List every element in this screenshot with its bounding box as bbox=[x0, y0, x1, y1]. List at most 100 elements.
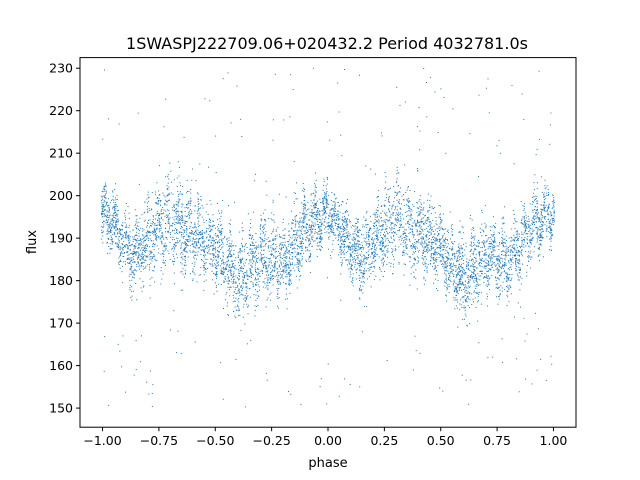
data-point bbox=[535, 198, 537, 200]
data-point bbox=[481, 260, 483, 262]
data-point bbox=[379, 248, 381, 250]
data-point bbox=[448, 258, 450, 260]
data-point bbox=[362, 261, 364, 263]
data-point bbox=[333, 220, 335, 222]
data-point bbox=[255, 264, 257, 266]
data-point bbox=[197, 240, 199, 242]
data-point bbox=[322, 214, 324, 216]
data-point bbox=[356, 235, 358, 237]
data-point bbox=[448, 277, 450, 279]
data-point bbox=[180, 210, 182, 212]
data-point bbox=[499, 289, 501, 291]
data-point bbox=[245, 300, 247, 302]
data-point bbox=[479, 270, 481, 272]
data-point bbox=[369, 228, 371, 230]
data-point bbox=[496, 260, 498, 262]
data-point bbox=[229, 266, 231, 268]
data-point bbox=[354, 238, 356, 240]
data-point bbox=[435, 266, 437, 268]
data-point bbox=[519, 269, 521, 271]
data-point bbox=[413, 244, 415, 246]
data-point bbox=[266, 299, 268, 301]
data-point bbox=[267, 271, 269, 273]
data-point bbox=[255, 271, 257, 273]
data-point bbox=[510, 260, 512, 262]
data-point bbox=[194, 251, 196, 253]
data-point bbox=[403, 274, 405, 276]
data-point bbox=[396, 219, 398, 221]
data-point bbox=[270, 276, 272, 278]
data-point bbox=[456, 294, 458, 296]
data-point bbox=[108, 245, 110, 247]
data-point bbox=[411, 248, 413, 250]
data-point bbox=[349, 234, 351, 236]
data-point bbox=[234, 306, 236, 308]
data-point bbox=[278, 279, 280, 281]
data-point bbox=[374, 213, 376, 215]
data-point bbox=[302, 213, 304, 215]
data-point bbox=[166, 204, 168, 206]
data-point bbox=[362, 254, 364, 256]
data-point bbox=[359, 265, 361, 267]
data-point bbox=[141, 214, 143, 216]
data-point bbox=[122, 247, 124, 249]
data-point bbox=[458, 283, 460, 285]
data-point bbox=[239, 247, 241, 249]
data-point bbox=[227, 276, 229, 278]
data-point bbox=[245, 286, 247, 288]
data-point bbox=[481, 229, 483, 231]
data-point bbox=[541, 226, 543, 228]
data-point bbox=[141, 261, 143, 263]
data-point bbox=[210, 228, 212, 230]
data-point bbox=[269, 278, 271, 280]
data-point bbox=[497, 270, 499, 272]
data-point bbox=[418, 210, 420, 212]
data-point bbox=[266, 274, 268, 276]
data-point bbox=[325, 194, 327, 196]
data-point bbox=[298, 226, 300, 228]
data-point bbox=[352, 261, 354, 263]
data-point bbox=[330, 220, 332, 222]
data-point bbox=[461, 307, 463, 309]
data-point bbox=[164, 203, 166, 205]
data-point bbox=[376, 214, 378, 216]
data-point bbox=[271, 239, 273, 241]
data-point bbox=[359, 253, 361, 255]
data-point bbox=[524, 221, 526, 223]
data-point bbox=[552, 234, 554, 236]
data-point bbox=[173, 179, 175, 181]
data-point bbox=[415, 259, 417, 261]
data-point bbox=[519, 250, 521, 252]
data-point bbox=[393, 201, 395, 203]
data-point bbox=[289, 264, 291, 266]
data-point bbox=[200, 249, 202, 251]
data-point bbox=[456, 268, 458, 270]
data-point bbox=[490, 242, 492, 244]
data-point bbox=[203, 242, 205, 244]
data-point bbox=[325, 193, 327, 195]
data-point bbox=[338, 395, 340, 397]
data-point bbox=[325, 185, 327, 187]
data-point bbox=[445, 152, 447, 154]
data-point bbox=[117, 262, 119, 264]
data-point bbox=[331, 227, 333, 229]
data-point bbox=[325, 217, 327, 219]
data-point bbox=[297, 259, 299, 261]
data-point bbox=[545, 216, 547, 218]
data-point bbox=[533, 189, 535, 191]
data-point bbox=[345, 251, 347, 253]
data-point bbox=[461, 255, 463, 257]
data-point bbox=[525, 217, 527, 219]
data-point bbox=[531, 203, 533, 205]
data-point bbox=[543, 206, 545, 208]
data-point bbox=[510, 280, 512, 282]
data-point bbox=[536, 216, 538, 218]
data-point bbox=[380, 259, 382, 261]
data-point bbox=[468, 282, 470, 284]
data-point bbox=[368, 249, 370, 251]
data-point bbox=[374, 253, 376, 255]
data-point bbox=[417, 170, 419, 172]
data-point bbox=[123, 240, 125, 242]
data-point bbox=[109, 229, 111, 231]
data-point bbox=[318, 241, 320, 243]
